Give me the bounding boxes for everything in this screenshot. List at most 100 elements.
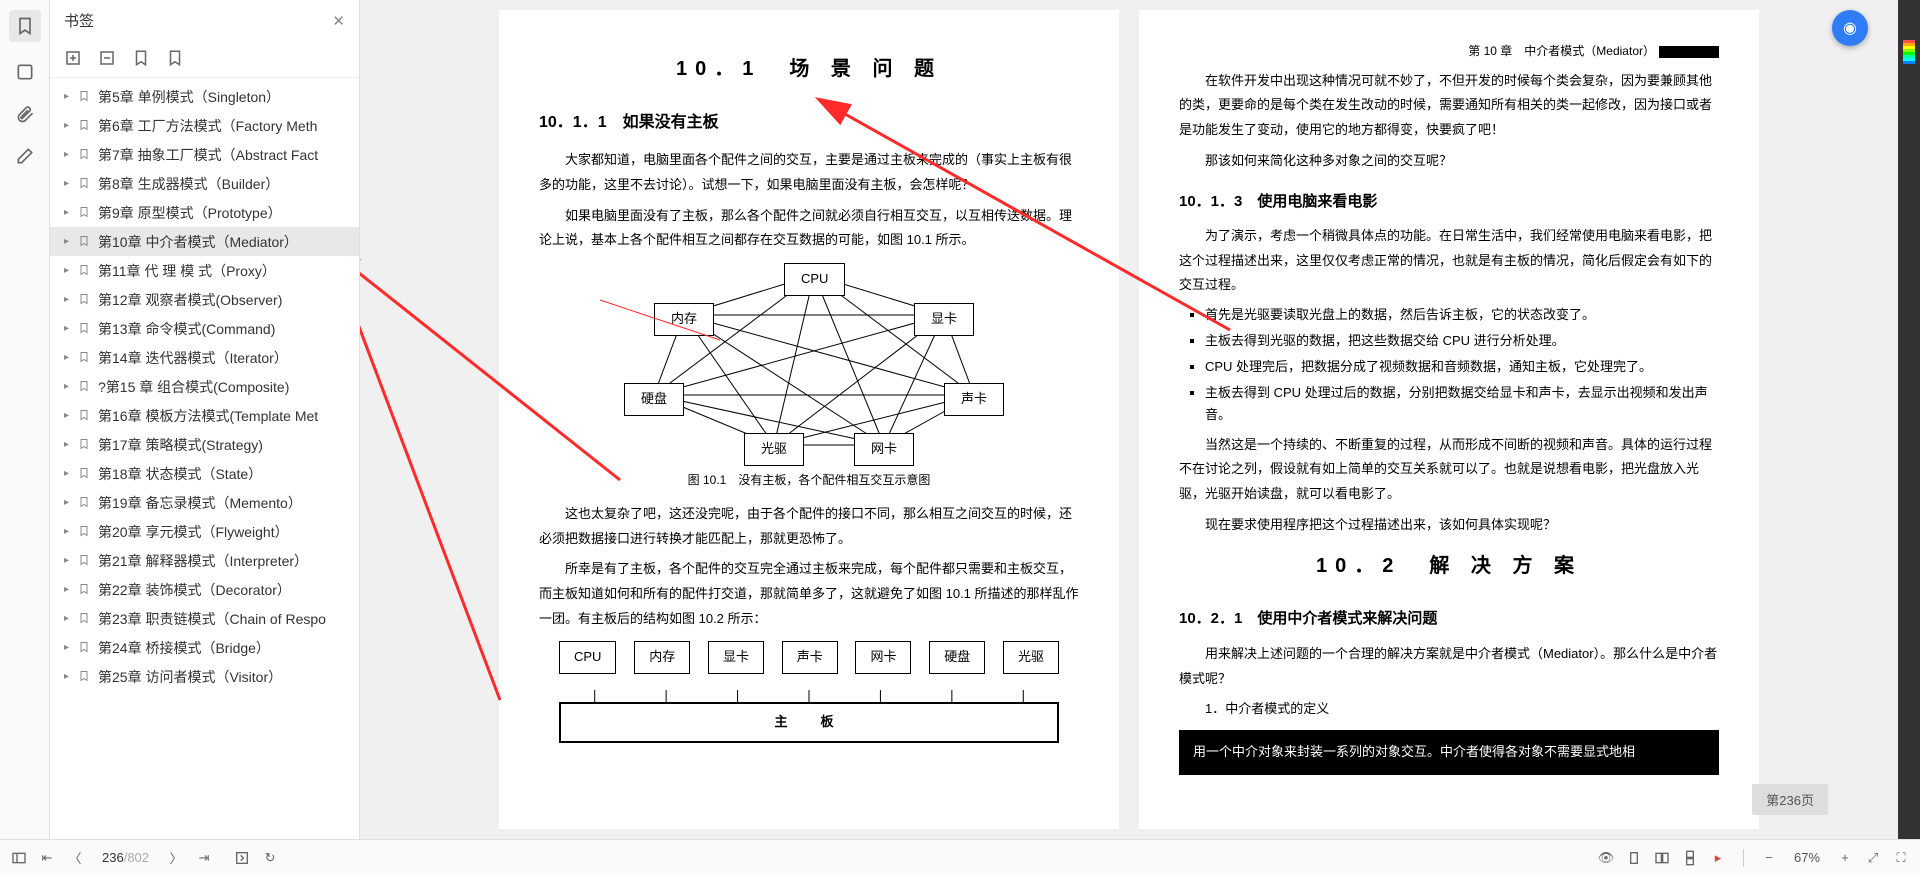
sidebar-item-label: 第5章 单例模式（Singleton） xyxy=(98,87,280,107)
sidebar-item[interactable]: ▸第23章 职责链模式（Chain of Respo xyxy=(50,604,359,633)
running-head: 第 10 章 中介者模式（Mediator） xyxy=(1179,40,1719,63)
sidebar-toolbar xyxy=(50,41,359,78)
sidebar-item-label: 第14章 迭代器模式（Iterator） xyxy=(98,348,288,368)
thumbnail-icon[interactable] xyxy=(13,60,37,84)
list-item: 首先是光驱要读取光盘上的数据，然后告诉主板，它的状态改变了。 xyxy=(1205,304,1719,326)
sidebar-item[interactable]: ▸第19章 备忘录模式（Memento） xyxy=(50,488,359,517)
sidebar-item-label: 第22章 装饰模式（Decorator） xyxy=(98,580,291,600)
assistant-fab[interactable]: ◉ xyxy=(1832,10,1868,46)
body-text: 现在要求使用程序把这个过程描述出来，该如何具体实现呢？ xyxy=(1179,513,1719,538)
diagram-node: 光驱 xyxy=(1003,641,1059,674)
next-page-icon[interactable]: 〉 xyxy=(167,849,185,867)
sidebar-item-label: 第23章 职责链模式（Chain of Respo xyxy=(98,609,326,629)
two-page-icon[interactable] xyxy=(1653,849,1671,867)
body-text: 当然这是一个持续的、不断重复的过程，从而形成不间断的视频和声音。具体的运行过程不… xyxy=(1179,433,1719,507)
sidebar-item[interactable]: ▸第13章 命令模式(Command) xyxy=(50,314,359,343)
close-sidebar-icon[interactable]: ✕ xyxy=(332,12,345,30)
sidebar-item[interactable]: ▸第7章 抽象工厂模式（Abstract Fact xyxy=(50,140,359,169)
first-page-icon[interactable]: ⇤ xyxy=(38,849,56,867)
subsection-heading: 10．1．3 使用电脑来看电影 xyxy=(1179,188,1719,217)
bookmark-list: ▸第5章 单例模式（Singleton）▸第6章 工厂方法模式（Factory … xyxy=(50,78,359,875)
sidebar-item[interactable]: ▸第21章 解释器模式（Interpreter） xyxy=(50,546,359,575)
sidebar-item-label: 第7章 抽象工厂模式（Abstract Fact xyxy=(98,145,318,165)
sidebar-item[interactable]: ▸第25章 访问者模式（Visitor） xyxy=(50,662,359,691)
sidebar-item[interactable]: ▸第16章 模板方法模式(Template Met xyxy=(50,401,359,430)
rotate-icon[interactable]: ↻ xyxy=(261,849,279,867)
list-item: 主板去得到光驱的数据，把这些数据交给 CPU 进行分析处理。 xyxy=(1205,330,1719,352)
sidebar-item[interactable]: ▸第6章 工厂方法模式（Factory Meth xyxy=(50,111,359,140)
sidebar-item-label: 第9章 原型模式（Prototype） xyxy=(98,203,282,223)
sidebar-item-label: 第11章 代 理 模 式（Proxy） xyxy=(98,261,276,281)
bookmarks-sidebar: 书签 ✕ ▸第5章 单例模式（Singleton）▸第6章 工厂方法模式（Fac… xyxy=(50,0,360,875)
zoom-in-icon[interactable]: + xyxy=(1836,849,1854,867)
last-page-icon[interactable]: ⇥ xyxy=(195,849,213,867)
diagram-node: 声卡 xyxy=(944,383,1004,416)
figure-10-1: CPU内存显卡硬盘声卡光驱网卡 xyxy=(594,263,1024,463)
diagram-node: 显卡 xyxy=(708,641,764,674)
single-page-icon[interactable] xyxy=(1625,849,1643,867)
body-text: 用来解决上述问题的一个合理的解决方案就是中介者模式（Mediator）。那么什么… xyxy=(1179,642,1719,691)
sidebar-item[interactable]: ▸第5章 单例模式（Singleton） xyxy=(50,82,359,111)
sidebar-item[interactable]: ▸第12章 观察者模式(Observer) xyxy=(50,285,359,314)
body-text: 如果电脑里面没有了主板，那么各个配件之间就必须自行相互交互，以互相传送数据。理论… xyxy=(539,204,1079,253)
body-text: 大家都知道，电脑里面各个配件之间的交互，主要是通过主板来完成的（事实上主板有很多… xyxy=(539,148,1079,197)
bullet-list: 首先是光驱要读取光盘上的数据，然后告诉主板，它的状态改变了。主板去得到光驱的数据… xyxy=(1205,304,1719,426)
sidebar-item[interactable]: ▸第14章 迭代器模式（Iterator） xyxy=(50,343,359,372)
read-mode-icon[interactable]: ▸ xyxy=(1709,849,1727,867)
fit-width-icon[interactable]: ⤢ xyxy=(1864,849,1882,867)
prev-page-icon[interactable]: 〈 xyxy=(66,849,84,867)
continuous-icon[interactable] xyxy=(1681,849,1699,867)
sidebar-item[interactable]: ▸第8章 生成器模式（Builder） xyxy=(50,169,359,198)
definition-box: 用一个中介对象来封装一系列的对象交互。中介者使得各对象不需要显式地相 xyxy=(1179,730,1719,775)
jump-icon[interactable] xyxy=(233,849,251,867)
bookmark-outline-icon[interactable] xyxy=(166,49,186,69)
sidebar-item[interactable]: ▸第11章 代 理 模 式（Proxy） xyxy=(50,256,359,285)
body-text: 这也太复杂了吧，这还没完呢，由于各个配件的接口不同，那么相互之间交互的时候，还必… xyxy=(539,502,1079,551)
sidebar-item[interactable]: ▸?第15 章 组合模式(Composite) xyxy=(50,372,359,401)
diagram-node: CPU xyxy=(784,263,845,296)
subsection-heading: 10．1．1 如果没有主板 xyxy=(539,108,1079,138)
edit-icon[interactable] xyxy=(13,144,37,168)
sidebar-item[interactable]: ▸第20章 享元模式（Flyweight） xyxy=(50,517,359,546)
page-indicator[interactable]: 236/802 xyxy=(102,850,149,865)
zoom-level[interactable]: 67% xyxy=(1794,850,1820,865)
sidebar-item-label: 第25章 访问者模式（Visitor） xyxy=(98,667,282,687)
fullscreen-icon[interactable]: ⛶ xyxy=(1892,849,1910,867)
bookmark-panel-icon[interactable] xyxy=(9,10,41,42)
zoom-out-icon[interactable]: − xyxy=(1760,849,1778,867)
panel-toggle-icon[interactable] xyxy=(10,849,28,867)
section-heading: 10．1 场 景 问 题 xyxy=(539,50,1079,88)
diagram-node: 硬盘 xyxy=(624,383,684,416)
sidebar-item-label: 第12章 观察者模式(Observer) xyxy=(98,290,282,310)
bus-box: 主 板 xyxy=(559,702,1059,743)
diagram-node: CPU xyxy=(559,641,616,674)
sidebar-title: 书签 xyxy=(64,10,94,31)
sidebar-item-label: 第21章 解释器模式（Interpreter） xyxy=(98,551,308,571)
diagram-node: 硬盘 xyxy=(929,641,985,674)
sidebar-item-label: 第8章 生成器模式（Builder） xyxy=(98,174,279,194)
sidebar-item-label: 第24章 桥接模式（Bridge） xyxy=(98,638,270,658)
attachment-icon[interactable] xyxy=(13,102,37,126)
sidebar-item[interactable]: ▸第22章 装饰模式（Decorator） xyxy=(50,575,359,604)
expand-all-icon[interactable] xyxy=(64,49,84,69)
figure-10-2: CPU内存显卡声卡网卡硬盘光驱 主 板 xyxy=(559,641,1059,742)
section-heading: 10．2 解 决 方 案 xyxy=(1179,547,1719,585)
view-mode-icon[interactable]: 👁 xyxy=(1597,849,1615,867)
sidebar-item[interactable]: ▸第9章 原型模式（Prototype） xyxy=(50,198,359,227)
meter-led xyxy=(1903,61,1915,64)
sidebar-item[interactable]: ▸第17章 策略模式(Strategy) xyxy=(50,430,359,459)
body-text: 1．中介者模式的定义 xyxy=(1179,697,1719,722)
diagram-node: 光驱 xyxy=(744,433,804,466)
list-item: CPU 处理完后，把数据分成了视频数据和音频数据，通知主板，它处理完了。 xyxy=(1205,356,1719,378)
sidebar-item[interactable]: ▸第24章 桥接模式（Bridge） xyxy=(50,633,359,662)
sidebar-item[interactable]: ▸第18章 状态模式（State） xyxy=(50,459,359,488)
sidebar-item-label: 第20章 享元模式（Flyweight） xyxy=(98,522,289,542)
diagram-node: 显卡 xyxy=(914,303,974,336)
diagram-node: 内存 xyxy=(634,641,690,674)
sidebar-item-label: 第6章 工厂方法模式（Factory Meth xyxy=(98,116,317,136)
add-bookmark-icon[interactable] xyxy=(132,49,152,69)
list-item: 主板去得到 CPU 处理过后的数据，分别把数据交给显卡和声卡，去显示出视频和发出… xyxy=(1205,382,1719,426)
sidebar-item[interactable]: ▸第10章 中介者模式（Mediator） xyxy=(50,227,359,256)
collapse-all-icon[interactable] xyxy=(98,49,118,69)
sidebar-item-label: 第19章 备忘录模式（Memento） xyxy=(98,493,302,513)
